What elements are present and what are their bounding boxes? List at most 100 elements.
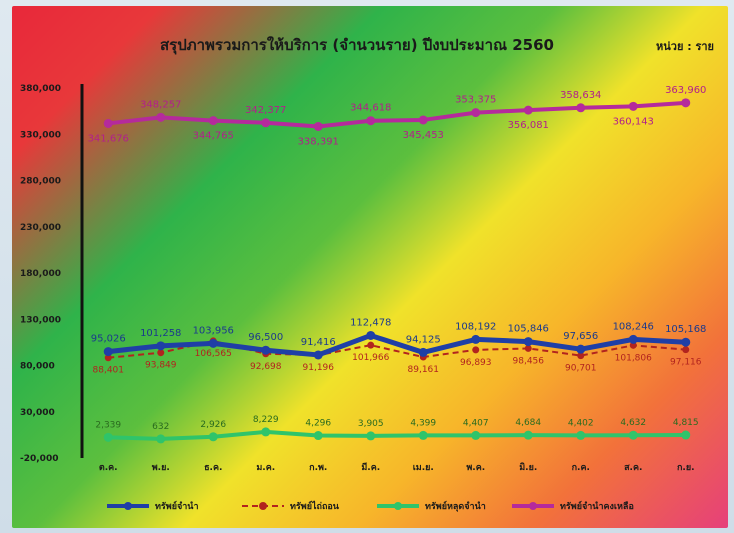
data-label: 338,391: [298, 136, 339, 147]
data-point: [156, 434, 166, 444]
data-label: 4,815: [673, 418, 699, 428]
data-label: 345,453: [403, 130, 444, 141]
data-point: [313, 431, 323, 441]
data-label: 632: [152, 422, 169, 432]
x-tick-label: ส.ค.: [624, 463, 642, 473]
data-label: 348,257: [140, 99, 181, 110]
data-point: [208, 116, 218, 126]
data-label: 91,196: [303, 363, 335, 373]
data-point: [261, 427, 271, 437]
x-tick-label: ต.ค.: [99, 463, 118, 473]
data-point: [682, 346, 690, 354]
data-label: 108,246: [613, 321, 654, 332]
y-tick-label: 330,000: [20, 130, 61, 140]
data-point: [681, 98, 691, 108]
data-point: [366, 330, 376, 340]
legend-label: ทรัพย์จำนำ: [155, 500, 199, 512]
x-tick-label: ก.ค.: [572, 463, 590, 473]
data-point: [681, 337, 691, 347]
data-point: [156, 112, 166, 122]
data-point: [418, 430, 428, 440]
data-label: 363,960: [665, 85, 706, 96]
y-tick-label: 230,000: [20, 223, 61, 233]
data-point: [523, 337, 533, 347]
data-point: [629, 341, 637, 349]
data-point: [523, 105, 533, 115]
data-label: 4,684: [515, 418, 541, 428]
line-chart: สรุปภาพรวมการให้บริการ (จำนวนราย) ปีงบปร…: [20, 36, 714, 512]
y-tick-label: 130,000: [20, 315, 61, 325]
data-label: 96,500: [248, 332, 283, 343]
chart-panel: [12, 6, 728, 528]
data-label: 98,456: [513, 356, 545, 366]
unit-label: หน่วย : ราย: [656, 40, 714, 53]
data-point: [261, 345, 271, 355]
data-label: 88,401: [93, 366, 125, 376]
legend-swatch-marker: [259, 502, 267, 510]
series-layer: [103, 98, 691, 444]
data-label: 344,618: [350, 103, 391, 114]
x-tick-label: ธ.ค.: [204, 463, 222, 473]
data-point: [576, 430, 586, 440]
data-point: [471, 334, 481, 344]
legend-item: ทรัพย์หลุดจำนำ: [377, 500, 486, 512]
data-label: 344,765: [193, 131, 234, 142]
data-label: 101,966: [352, 353, 389, 363]
data-label: 4,402: [568, 418, 594, 428]
data-point: [156, 341, 166, 351]
data-label: 356,081: [508, 120, 549, 131]
data-label: 90,701: [565, 364, 597, 374]
data-point: [366, 116, 376, 126]
y-tick-label: 30,000: [20, 408, 55, 418]
data-point: [104, 354, 112, 362]
data-point: [157, 349, 165, 357]
data-label: 112,478: [350, 317, 391, 328]
data-point: [577, 352, 585, 360]
data-point: [576, 344, 586, 354]
data-label: 101,258: [140, 328, 181, 339]
data-label: 353,375: [455, 95, 496, 106]
data-point: [628, 101, 638, 111]
data-point: [367, 341, 375, 349]
data-point: [366, 431, 376, 441]
data-point: [472, 346, 480, 354]
legend-item: ทรัพย์จำนำคงเหลือ: [512, 500, 634, 512]
data-label: 360,143: [613, 116, 654, 127]
data-label: 94,125: [406, 334, 441, 345]
data-label: 96,893: [460, 358, 492, 368]
data-label: 4,632: [620, 418, 646, 428]
data-point: [471, 108, 481, 118]
data-label: 95,026: [91, 334, 126, 345]
data-label: 3,905: [358, 419, 384, 429]
data-point: [471, 430, 481, 440]
data-label: 342,377: [245, 105, 286, 116]
data-point: [681, 430, 691, 440]
x-tick-label: มี.ค.: [361, 462, 380, 473]
data-label: 4,407: [463, 418, 489, 428]
series-line-3: [108, 100, 686, 129]
data-label: 92,698: [250, 362, 282, 372]
data-label: 2,339: [95, 420, 121, 430]
data-point: [524, 344, 532, 352]
x-tick-label: พ.ค.: [466, 463, 485, 473]
data-label: 93,849: [145, 361, 177, 371]
legend-label: ทรัพย์ไถ่ถอน: [290, 500, 340, 512]
x-tick-label: พ.ย.: [152, 463, 170, 473]
data-point: [103, 432, 113, 442]
data-label: 91,416: [301, 337, 336, 348]
data-point: [313, 350, 323, 360]
data-point: [576, 103, 586, 113]
data-point: [418, 347, 428, 357]
data-point: [103, 118, 113, 128]
data-point: [313, 121, 323, 131]
data-label: 4,399: [410, 418, 436, 428]
data-label: 358,634: [560, 90, 601, 101]
data-label: 101,806: [615, 353, 652, 363]
data-label: 4,296: [305, 419, 331, 429]
data-point: [261, 118, 271, 128]
data-point: [628, 334, 638, 344]
data-point: [103, 347, 113, 357]
series-line-0: [107, 332, 686, 358]
y-axis: -20,000 30,000 80,000 130,000 180,000 230,000…: [20, 84, 84, 464]
data-point: [523, 430, 533, 440]
